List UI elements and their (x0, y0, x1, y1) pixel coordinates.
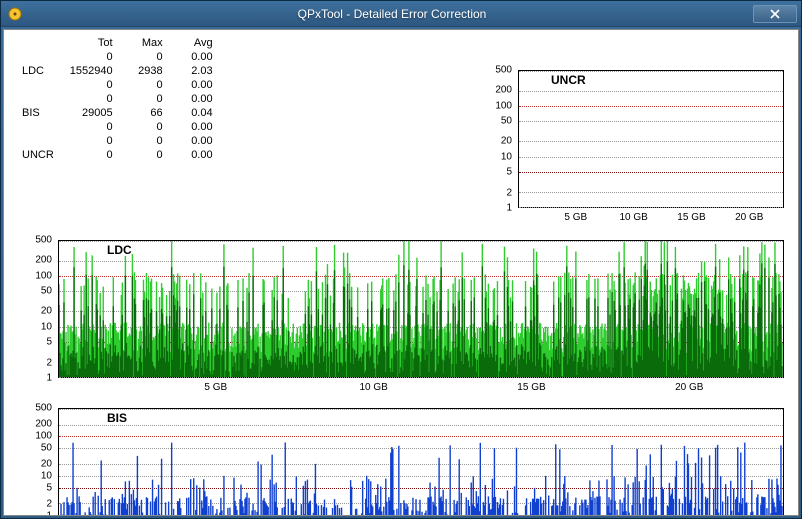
chart-uncr-title: UNCR (551, 73, 586, 87)
app-window: QPxTool - Detailed Error Correction TotM… (0, 0, 802, 519)
chart-ldc-title: LDC (107, 243, 132, 257)
stats-table: TotMaxAvg 000.00LDC155294029382.03000.00… (14, 36, 221, 162)
close-button[interactable] (753, 5, 797, 23)
table-row: 000.00 (14, 50, 221, 64)
chart-bis-title: BIS (107, 411, 127, 425)
table-row: 000.00 (14, 120, 221, 134)
chart-bis: 500200100502010521 BIS 5 GB10 GB15 GB20 … (14, 408, 788, 516)
stats-header: Avg (171, 36, 221, 50)
chart-ldc: 500200100502010521 LDC 5 GB10 GB15 GB20 … (14, 240, 788, 398)
window-title: QPxTool - Detailed Error Correction (31, 7, 753, 21)
stats-header: Max (121, 36, 171, 50)
table-row: LDC155294029382.03 (14, 64, 221, 78)
content-area: TotMaxAvg 000.00LDC155294029382.03000.00… (3, 29, 799, 516)
chart-uncr: 500200100502010521 UNCR 5 GB10 GB15 GB20… (490, 70, 788, 228)
table-row: 000.00 (14, 78, 221, 92)
app-icon (7, 6, 23, 22)
titlebar[interactable]: QPxTool - Detailed Error Correction (1, 1, 801, 27)
stats-header: Tot (62, 36, 121, 50)
table-row: 000.00 (14, 134, 221, 148)
table-row: 000.00 (14, 92, 221, 106)
table-row: BIS29005660.04 (14, 106, 221, 120)
table-row: UNCR000.00 (14, 148, 221, 162)
close-icon (769, 9, 781, 19)
stats-header (14, 36, 62, 50)
